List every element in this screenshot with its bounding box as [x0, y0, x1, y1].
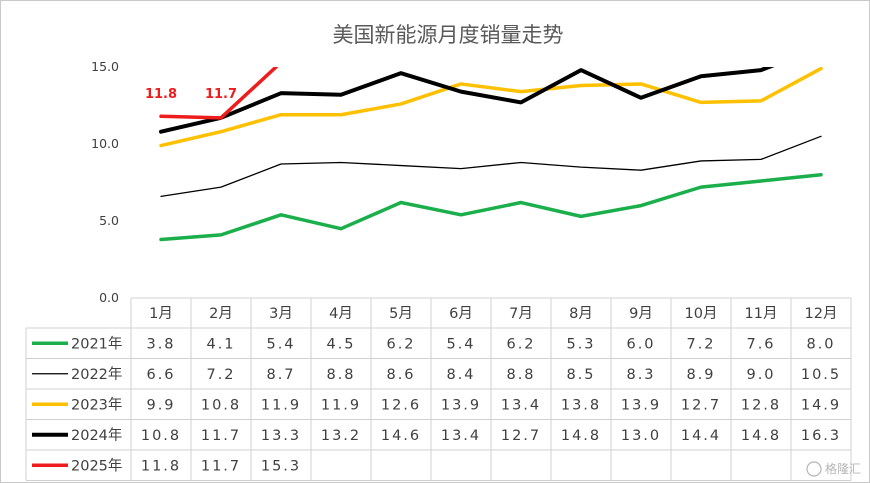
table-cell: 6.6: [146, 367, 175, 383]
table-cell: 8.3: [626, 367, 655, 383]
watermark-logo-icon: [806, 461, 822, 477]
table-cell: 9.9: [146, 397, 175, 413]
x-tick-label: 2月: [209, 306, 233, 322]
y-tick-label: 10.0: [91, 136, 119, 151]
y-axis: 0.0 5.0 10.0 15.0: [91, 59, 119, 305]
table-cell: 3.8: [146, 336, 175, 352]
table-cell: 5.4: [446, 336, 475, 352]
watermark: 格隆汇: [806, 461, 861, 477]
x-tick-label: 11月: [745, 306, 778, 322]
table-cell: 5.3: [566, 336, 595, 352]
series-line-2021年: [159, 173, 823, 242]
table-cell: 8.7: [266, 367, 295, 383]
table-cell: 4.1: [206, 336, 235, 352]
table-cell: 14.9: [801, 397, 841, 413]
table-cell: 8.9: [686, 367, 715, 383]
table-cell: 16.3: [801, 428, 841, 444]
y-tick-label: 0.0: [99, 290, 119, 305]
table-cell: 7.2: [206, 367, 235, 383]
table-cell: 12.7: [681, 397, 721, 413]
table-cell: 7.2: [686, 336, 715, 352]
table-cell: 11.7: [201, 428, 241, 444]
x-tick-label: 3月: [269, 306, 293, 322]
table-cell: 13.3: [261, 428, 301, 444]
watermark-text: 格隆汇: [825, 461, 861, 476]
x-tick-label: 5月: [389, 306, 413, 322]
table-cell: 11.9: [261, 397, 301, 413]
table-cell: 15.3: [261, 458, 301, 474]
table-cell: 12.8: [741, 397, 781, 413]
table-cell: 8.4: [446, 367, 475, 383]
legend-label: 2023年: [71, 396, 122, 413]
x-tick-label: 12月: [805, 306, 838, 322]
table-cell: 10.8: [141, 428, 181, 444]
point-labels: 11.8 11.7: [145, 87, 237, 102]
table-cell: 6.2: [506, 336, 535, 352]
data-label: 11.8: [145, 87, 177, 102]
table-cell: 8.8: [326, 367, 355, 383]
x-tick-label: 10月: [685, 306, 718, 322]
table-cell: 11.8: [141, 458, 181, 474]
table-cell: 5.4: [266, 336, 295, 352]
table-cell: 12.7: [501, 428, 541, 444]
table-cell: 14.4: [681, 428, 721, 444]
data-table: 1月 2月 3月 4月 5月 6月 7月 8月 9月 10月 11月 12月 2021年 3.8 4.1 5.…: [25, 297, 852, 481]
legend-label: 2024年: [71, 427, 122, 444]
table-cell: 13.9: [621, 397, 661, 413]
table-cell: 4.5: [326, 336, 355, 352]
table-cell: 8.5: [566, 367, 595, 383]
series-line-2024年: [159, 67, 775, 134]
chart-title: 美国新能源月度销量走势: [333, 23, 564, 47]
table-cell: 13.2: [321, 428, 361, 444]
table-cell: 9.0: [746, 367, 775, 383]
x-tick-label: 8月: [569, 306, 593, 322]
x-tick-label: 1月: [149, 306, 173, 322]
table-cell: 8.0: [806, 336, 835, 352]
series-line-2023年: [159, 67, 823, 148]
x-tick-label: 6月: [449, 306, 473, 322]
table-cell: 6.2: [386, 336, 415, 352]
x-tick-label: 7月: [509, 306, 533, 322]
table-cell: 10.8: [201, 397, 241, 413]
data-label: 11.7: [205, 87, 237, 102]
legend-label: 2022年: [71, 366, 122, 383]
legend-label: 2025年: [71, 457, 122, 474]
series-line-2022年: [160, 135, 822, 198]
plot-area: [159, 67, 823, 242]
table-cell: 11.7: [201, 458, 241, 474]
series-line-2025年: [159, 67, 279, 120]
table-cell: 13.8: [561, 397, 601, 413]
table-cell: 6.0: [626, 336, 655, 352]
table-cell: 14.8: [561, 428, 601, 444]
table-cell: 8.6: [386, 367, 415, 383]
table-cell: 12.6: [381, 397, 421, 413]
table-cell: 14.8: [741, 428, 781, 444]
table-cell: 11.9: [321, 397, 361, 413]
y-tick-label: 5.0: [99, 213, 119, 228]
table-cell: 13.4: [501, 397, 541, 413]
table-cell: 13.0: [621, 428, 661, 444]
x-tick-label: 9月: [629, 306, 653, 322]
table-cell: 10.5: [801, 367, 841, 383]
table-cell: 13.4: [441, 428, 481, 444]
table-cell: 8.8: [506, 367, 535, 383]
x-tick-label: 4月: [329, 306, 353, 322]
table-cell: 7.6: [746, 336, 775, 352]
y-tick-label: 15.0: [91, 59, 119, 74]
table-cell: 14.6: [381, 428, 421, 444]
table-cell: 13.9: [441, 397, 481, 413]
legend-label: 2021年: [71, 335, 122, 352]
